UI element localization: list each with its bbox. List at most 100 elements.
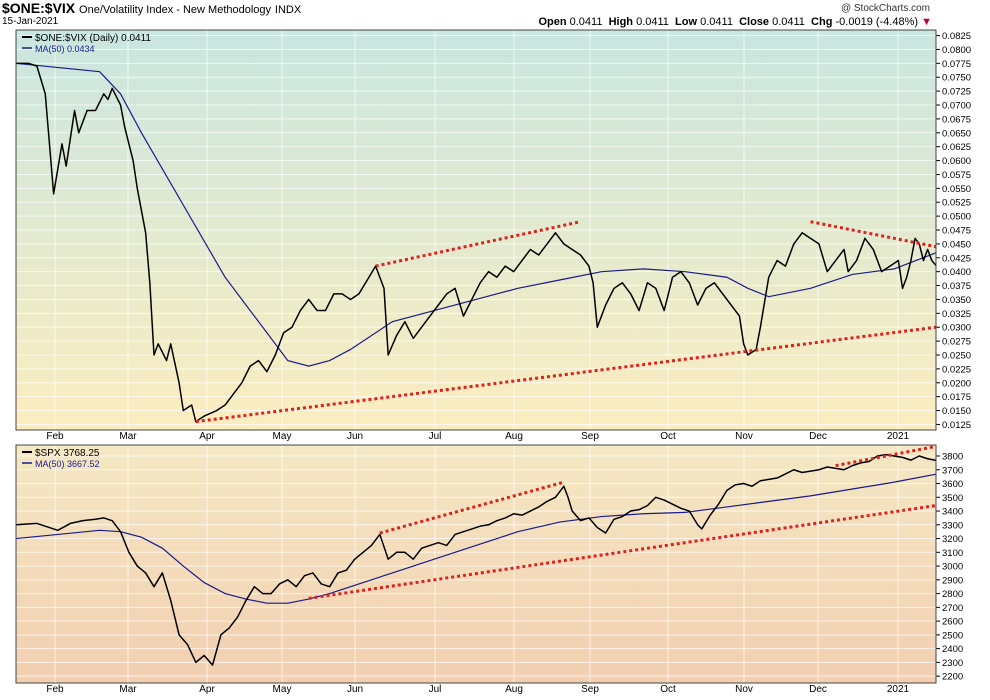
vix-y-tick-label: 0.0500: [942, 212, 971, 223]
vix-y-tick-label: 0.0750: [942, 73, 971, 84]
close-label: Close: [739, 16, 770, 28]
vix-y-tick-label: 0.0225: [942, 364, 971, 375]
vix-frame: [15, 29, 937, 431]
spx-ma50-line: [15, 473, 937, 604]
spx-panel: Feb Mar Apr May Jun Jul Aug Sep Oct Nov Dec 2021 380…: [15, 444, 963, 695]
vix-legend-price: $ONE:$VIX (Daily) 0.0411: [35, 33, 151, 44]
vix-price-line: [16, 62, 937, 423]
vix-y-tick-label: 0.0175: [942, 392, 971, 403]
spx-x-tick-label: Oct: [660, 684, 676, 695]
vix-y-tick-label: 0.0325: [942, 309, 971, 320]
spx-y-tick-label: 2900: [942, 575, 963, 586]
spx-x-tick-label: Apr: [199, 684, 215, 695]
low-value: 0.0411: [700, 16, 733, 28]
spx-y-tick-label: 3500: [942, 493, 963, 504]
index-name: One/Volatility Index - New Methodology: [79, 4, 272, 16]
vix-y-tick-label: 0.0675: [942, 114, 971, 125]
vix-y-tick-label: 0.0450: [942, 239, 971, 250]
vix-x-tick-label: Jul: [429, 431, 442, 442]
vix-x-tick-label: Feb: [46, 431, 64, 442]
chart-date: 15-Jan-2021: [2, 16, 59, 27]
vix-y-tick-label: 0.0425: [942, 253, 971, 264]
vix-x-tick-label: Sep: [581, 431, 599, 442]
vix-x-tick-label: Nov: [735, 431, 753, 442]
vix-y-tick-label: 0.0475: [942, 226, 971, 237]
spx-trendline: [308, 504, 937, 600]
spx-x-tick-label: Feb: [46, 684, 64, 695]
vix-x-tick-label: Apr: [199, 431, 215, 442]
chg-label: Chg: [811, 16, 833, 28]
low-label: Low: [675, 16, 698, 28]
vix-y-tick-label: 0.0125: [942, 420, 971, 431]
spx-frame: [15, 444, 937, 684]
vix-y-tick-label: 0.0350: [942, 295, 971, 306]
watermark: @ StockCharts.com: [840, 3, 930, 14]
spx-trendline: [379, 480, 565, 535]
vix-y-tick-label: 0.0525: [942, 198, 971, 209]
open-label: Open: [538, 16, 567, 28]
vix-x-tick-label: Jun: [347, 431, 363, 442]
high-value: 0.0411: [636, 16, 669, 28]
vix-y-tick-label: 0.0800: [942, 45, 971, 56]
spx-y-tick-label: 3300: [942, 520, 963, 531]
vix-ratio-panel: Feb Mar Apr May Jun Jul Aug Sep Oct Nov Dec 2021 0.0…: [15, 29, 971, 442]
vix-y-tick-label: 0.0650: [942, 128, 971, 139]
spx-y-tick-label: 2500: [942, 630, 963, 641]
vix-x-tick-label: Aug: [505, 431, 523, 442]
vix-y-tick-label: 0.0700: [942, 101, 971, 112]
symbol: $ONE:$VIX: [2, 0, 76, 16]
spx-y-tick-label: 2400: [942, 644, 963, 655]
open-value: 0.0411: [569, 16, 603, 28]
spx-y-tick-label: 3000: [942, 562, 963, 573]
vix-y-tick-label: 0.0300: [942, 323, 971, 334]
vix-trendline: [375, 220, 581, 268]
chg-value: -0.0019 (-4.48%): [835, 16, 919, 28]
spx-legend-ma: MA(50) 3667.52: [35, 459, 100, 469]
spx-y-tick-label: 3100: [942, 548, 963, 559]
chart-title: $ONE:$VIX One/Volatility Index - New Met…: [2, 0, 301, 16]
vix-y-tick-label: 0.0825: [942, 31, 971, 42]
spx-y-tick-label: 2200: [942, 672, 963, 683]
vix-x-tick-label: Oct: [660, 431, 676, 442]
spx-x-tick-label: 2021: [887, 684, 910, 695]
vix-y-tick-label: 0.0550: [942, 184, 971, 195]
vix-trendline: [195, 325, 937, 424]
spx-x-tick-label: Dec: [809, 684, 827, 695]
vix-legend-ma: MA(50) 0.0434: [35, 44, 95, 54]
spx-x-tick-label: Jul: [429, 684, 442, 695]
spx-y-tick-label: 3700: [942, 465, 963, 476]
spx-plot-area: [16, 445, 936, 683]
vix-y-tick-label: 0.0575: [942, 170, 971, 181]
high-label: High: [608, 16, 634, 28]
spx-y-tick-label: 2700: [942, 603, 963, 614]
spx-x-tick-label: Aug: [505, 684, 523, 695]
spx-y-tick-label: 2600: [942, 617, 963, 628]
vix-y-tick-label: 0.0725: [942, 87, 971, 98]
ohlc-readout: Open 0.0411 High 0.0411 Low 0.0411 Close…: [538, 16, 932, 28]
spx-x-tick-label: Sep: [581, 684, 599, 695]
vix-x-tick-label: Dec: [809, 431, 827, 442]
vix-y-tick-label: 0.0250: [942, 351, 971, 362]
vix-y-tick-label: 0.0600: [942, 156, 971, 167]
vix-y-tick-label: 0.0275: [942, 337, 971, 348]
down-arrow-icon: ▼: [921, 16, 932, 28]
spx-x-tick-label: Mar: [119, 684, 137, 695]
spx-x-tick-label: Nov: [735, 684, 753, 695]
spx-x-tick-label: May: [273, 684, 292, 695]
vix-y-tick-label: 0.0400: [942, 267, 971, 278]
exchange: INDX: [274, 4, 302, 16]
vix-y-tick-label: 0.0775: [942, 59, 971, 70]
spx-y-tick-label: 3800: [942, 452, 963, 463]
spx-price-line: [15, 453, 937, 666]
spx-y-tick-label: 3200: [942, 534, 963, 545]
spx-y-tick-label: 2300: [942, 658, 963, 669]
spx-y-tick-label: 3600: [942, 479, 963, 490]
vix-y-tick-label: 0.0625: [942, 142, 971, 153]
vix-x-tick-label: 2021: [887, 431, 910, 442]
vix-y-tick-label: 0.0200: [942, 378, 971, 389]
close-value: 0.0411: [772, 16, 805, 28]
spx-y-tick-label: 3400: [942, 507, 963, 518]
spx-y-tick-label: 2800: [942, 589, 963, 600]
spx-legend-price: $SPX 3768.25: [35, 448, 100, 459]
